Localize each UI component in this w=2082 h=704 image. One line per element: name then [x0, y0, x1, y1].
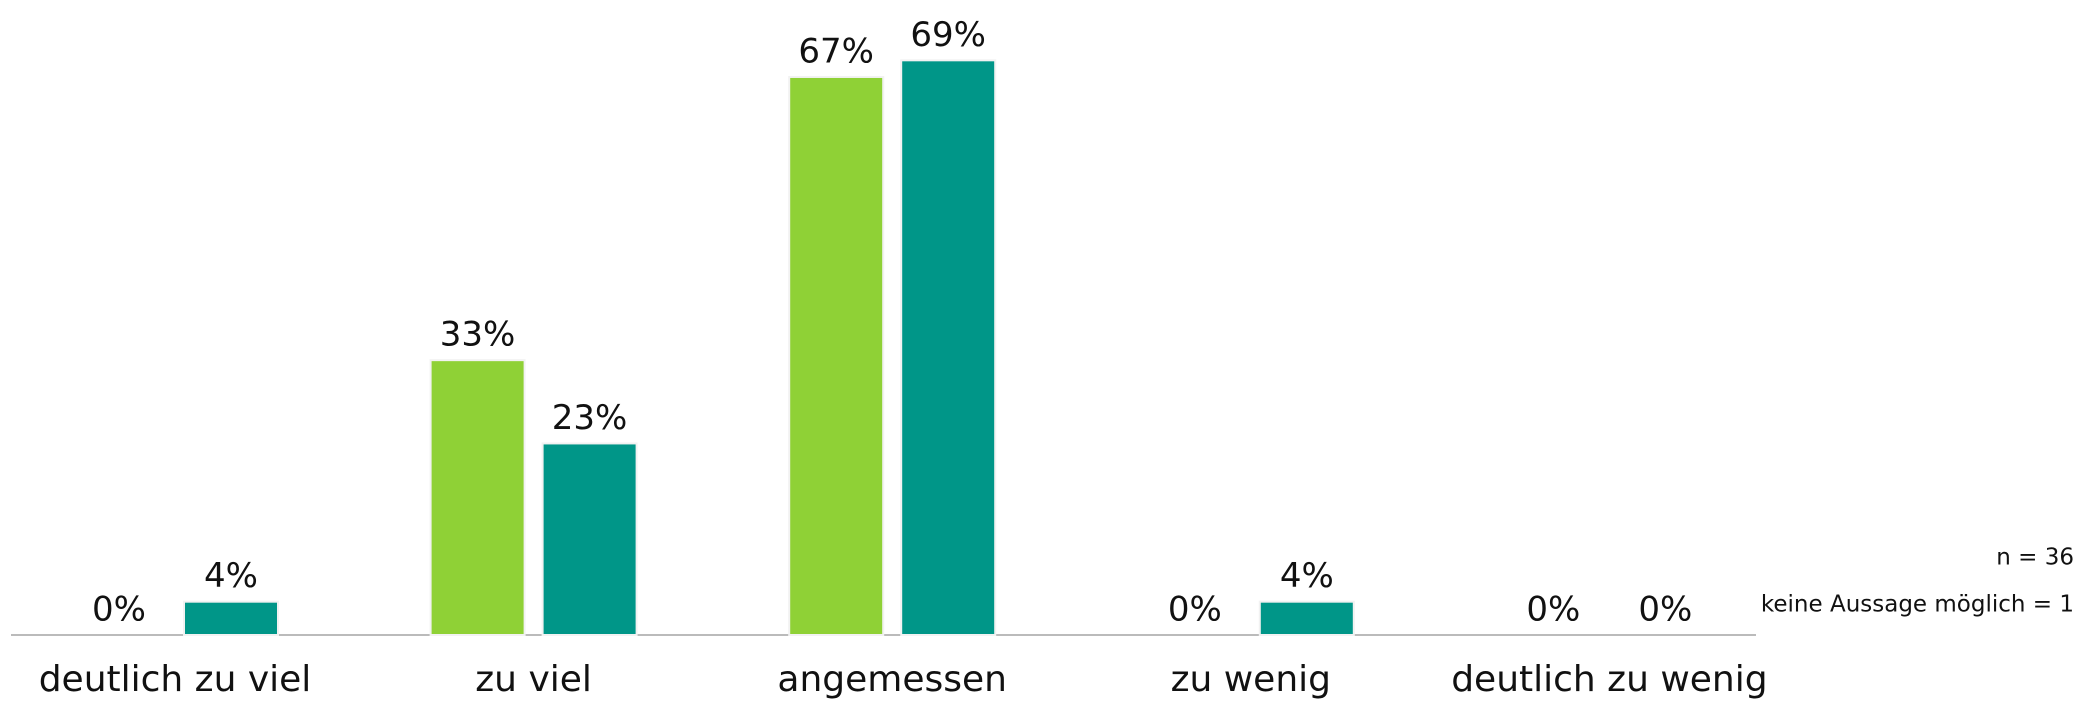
bar [429, 359, 526, 636]
value-label: 69% [910, 15, 986, 55]
bar [900, 59, 997, 637]
value-label: 23% [552, 398, 628, 438]
value-label: 4% [1280, 556, 1334, 596]
annotation: keine Aussage möglich = 1 [1761, 592, 2074, 618]
bar [1258, 600, 1355, 637]
value-label: 4% [204, 556, 258, 596]
bar [183, 600, 279, 637]
bar [788, 75, 885, 637]
x-tick-label: deutlich zu wenig [1451, 659, 1767, 700]
x-tick-label: zu viel [475, 659, 592, 700]
value-label: 33% [440, 315, 516, 355]
value-label: 0% [1168, 590, 1222, 630]
x-tick-label: angemessen [777, 659, 1007, 700]
x-tick-label: zu wenig [1171, 659, 1331, 700]
bar [541, 442, 638, 636]
value-label: 67% [798, 31, 874, 71]
x-tick-label: deutlich zu viel [39, 659, 312, 700]
value-label: 0% [1526, 590, 1580, 630]
annotation: n = 36 [1996, 545, 2074, 571]
value-label: 0% [92, 590, 146, 630]
value-label: 0% [1638, 590, 1692, 630]
